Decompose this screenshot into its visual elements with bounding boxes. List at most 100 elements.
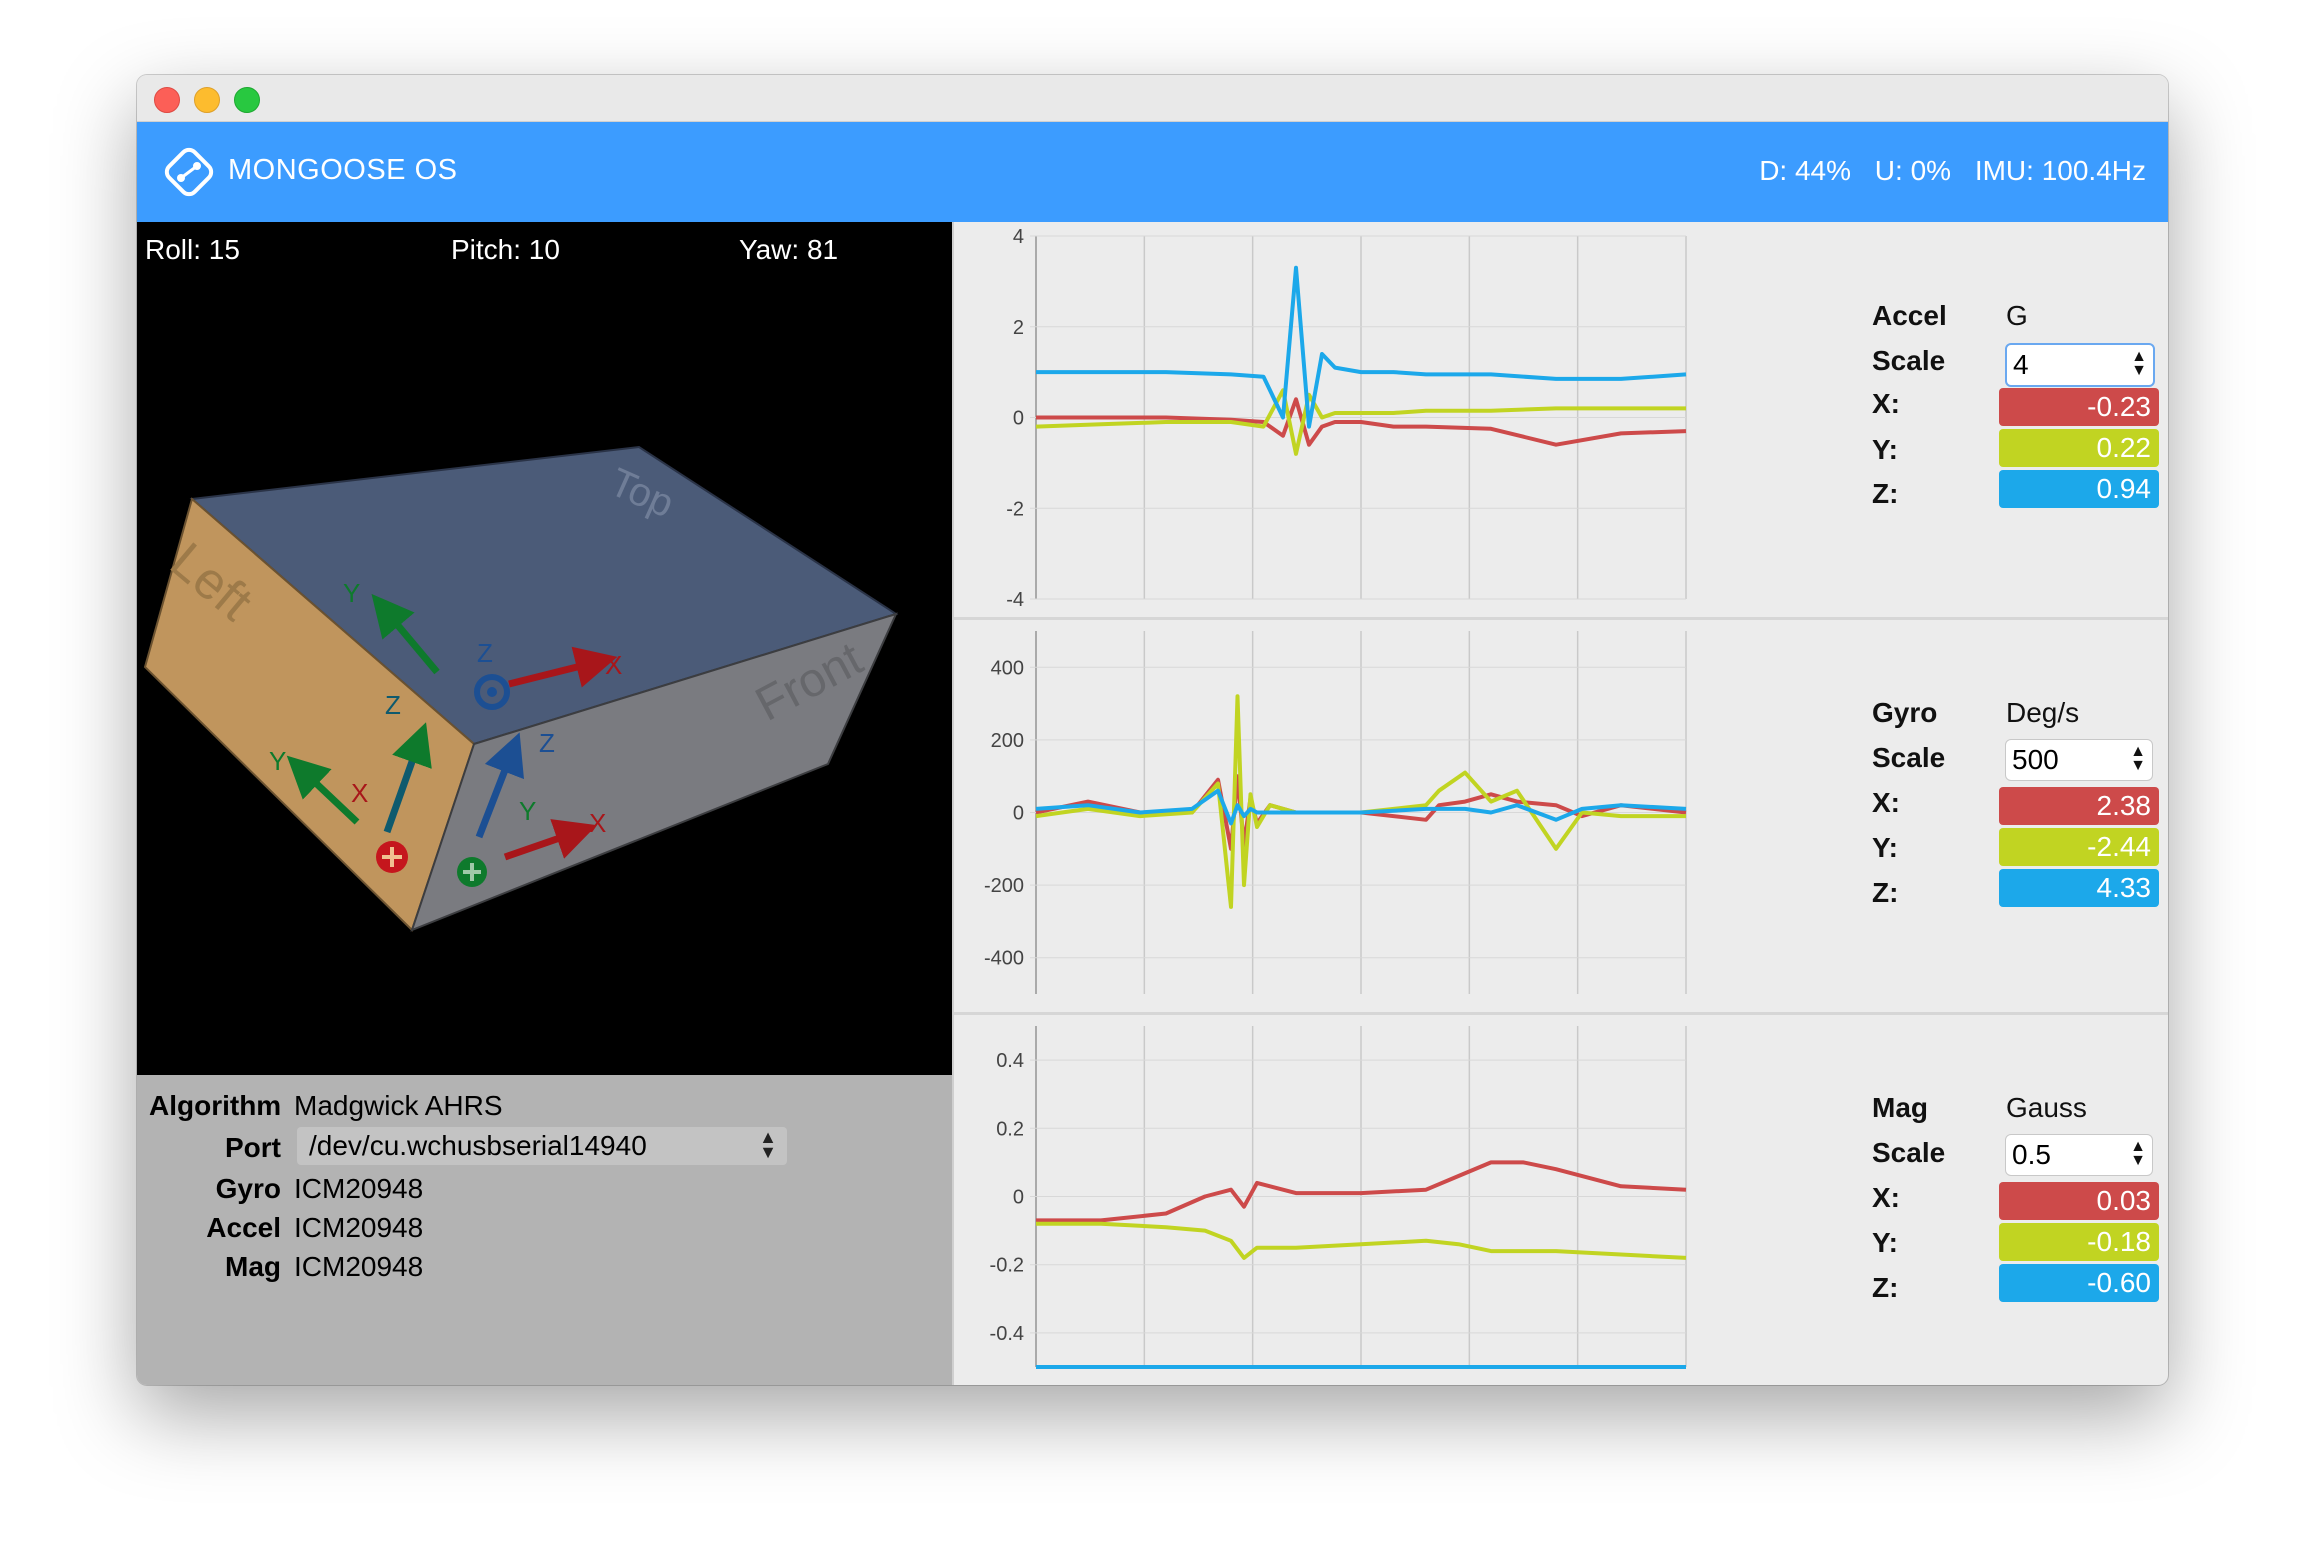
series-line-z xyxy=(1036,265,1687,429)
accel-label: Accel xyxy=(206,1212,281,1243)
pitch-readout: Pitch: 10 xyxy=(451,234,560,265)
y-tick-label: -2 xyxy=(1006,498,1024,520)
y-tick-label: -400 xyxy=(984,948,1024,970)
y-label: Y: xyxy=(1872,1227,1898,1258)
zoom-window-button[interactable] xyxy=(234,87,260,113)
upload-stat: U: 0% xyxy=(1874,155,1952,186)
orientation-pane: Roll: 15 Pitch: 10 Yaw: 81 Top Left Fron… xyxy=(137,222,952,1385)
accel-readout: Accel G Scale 4 ▲ ▼ X: -0.23 Y: 0.22 Z: 0… xyxy=(1866,222,2166,617)
port-select[interactable]: /dev/cu.wchusbserial14940 ▲ ▼ xyxy=(297,1127,787,1165)
y-tick-label: 0 xyxy=(1013,1187,1024,1209)
cube-front-face xyxy=(410,612,898,932)
scale-label: Scale xyxy=(1872,1137,1946,1168)
y-label: Y: xyxy=(1872,832,1898,863)
sensor-charts-pane: 4 2 0 -2 -4 Accel G Scale 4 ▲ ▼ X: -0.23 Y: 0… xyxy=(952,222,2168,1385)
gyro-y-value: -2.44 xyxy=(1999,828,2159,866)
mag-scale-select[interactable]: 0.5 ▲ ▼ xyxy=(2005,1134,2153,1176)
gyro-z-value: 4.33 xyxy=(1999,869,2159,907)
sensor-info-panel: Algorithm Madgwick AHRS Port /dev/cu.wch… xyxy=(137,1075,952,1385)
gyro-x-value: 2.38 xyxy=(1999,787,2159,825)
front-axis-z-label: Z xyxy=(539,728,555,758)
left-axis-y-label: Y xyxy=(269,746,286,776)
top-z-target-icon xyxy=(474,674,510,710)
mag-panel: 0.4 0.2 0 -0.2 -0.4 Mag Gauss Scale 0.5 ▲ ▼ X… xyxy=(954,1012,2168,1385)
minimize-window-button[interactable] xyxy=(194,87,220,113)
close-window-button[interactable] xyxy=(154,87,180,113)
y-tick-label: 400 xyxy=(991,657,1024,679)
algorithm-label: Algorithm xyxy=(149,1090,282,1121)
sensor-unit: Deg/s xyxy=(2006,697,2080,728)
accel-chart: 4 2 0 -2 -4 xyxy=(1006,226,1687,611)
accel-z-value: 0.94 xyxy=(1999,470,2159,508)
mag-chip-value: ICM20948 xyxy=(294,1251,424,1282)
accel-panel: 4 2 0 -2 -4 Accel G Scale 4 ▲ ▼ X: -0.23 Y: 0… xyxy=(954,222,2168,620)
series-line-z xyxy=(1035,788,1687,826)
mag-y-value: -0.18 xyxy=(1999,1223,2159,1261)
algorithm-value: Madgwick AHRS xyxy=(294,1090,503,1121)
mongoose-logo-icon xyxy=(164,147,214,197)
series-line-x xyxy=(1036,397,1687,447)
z-label: Z: xyxy=(1872,877,1899,908)
gyro-chart: 400 200 0 -200 -400 xyxy=(984,631,1687,994)
y-tick-label: -4 xyxy=(1006,589,1024,611)
gyro-panel: 400 200 0 -200 -400 Gyro Deg/s Scale 500 ▲ ▼ … xyxy=(954,617,2168,1015)
title-bar xyxy=(137,75,2168,122)
3d-orientation-view[interactable]: Roll: 15 Pitch: 10 Yaw: 81 Top Left Fron… xyxy=(137,222,952,1075)
y-tick-label: 0 xyxy=(1013,408,1024,430)
gyro-chip-value: ICM20948 xyxy=(294,1173,424,1204)
sensor-name: Accel xyxy=(1872,300,1947,331)
x-label: X: xyxy=(1872,787,1900,818)
accel-scale-select[interactable]: 4 ▲ ▼ xyxy=(2005,343,2155,387)
scale-value: 0.5 xyxy=(2012,1139,2051,1170)
accel-x-value: -0.23 xyxy=(1999,388,2159,426)
series-line-y xyxy=(1036,1221,1687,1260)
y-tick-label: -0.2 xyxy=(990,1255,1024,1277)
gyro-scale-select[interactable]: 500 ▲ ▼ xyxy=(2005,739,2153,781)
scale-value: 500 xyxy=(2012,744,2059,775)
top-axis-z-label: Z xyxy=(477,638,493,668)
y-tick-label: 200 xyxy=(991,730,1024,752)
y-tick-label: -200 xyxy=(984,875,1024,897)
front-axis-y-label: Y xyxy=(519,796,536,826)
sensor-name: Mag xyxy=(1872,1092,1928,1123)
sensor-name: Gyro xyxy=(1872,697,1938,728)
top-axis-x-label: X xyxy=(605,650,622,680)
z-label: Z: xyxy=(1872,478,1899,509)
gyro-readout: Gyro Deg/s Scale 500 ▲ ▼ X: 2.38 Y: -2.44… xyxy=(1866,617,2166,1012)
select-arrows-icon: ▲ ▼ xyxy=(2130,1138,2146,1169)
mag-chart: 0.4 0.2 0 -0.2 -0.4 xyxy=(990,1026,1687,1369)
y-tick-label: 2 xyxy=(1013,317,1024,339)
status-stats: D: 44% U: 0% IMU: 100.4Hz xyxy=(1743,155,2146,187)
device-cube: Top Left Front Y Z X Y X Z xyxy=(143,445,899,932)
mag-label: Mag xyxy=(225,1251,281,1282)
port-label: Port xyxy=(225,1132,281,1163)
sensor-unit: G xyxy=(2006,300,2028,331)
mag-readout: Mag Gauss Scale 0.5 ▲ ▼ X: 0.03 Y: -0.18 … xyxy=(1866,1012,2166,1385)
x-label: X: xyxy=(1872,1182,1900,1213)
select-arrows-icon: ▲ ▼ xyxy=(759,1127,777,1162)
y-tick-label: 0 xyxy=(1013,803,1024,825)
mag-z-value: -0.60 xyxy=(1999,1264,2159,1302)
app-header: MONGOOSE OS D: 44% U: 0% IMU: 100.4Hz xyxy=(137,122,2168,222)
y-label: Y: xyxy=(1872,434,1898,465)
y-tick-label: 0.2 xyxy=(996,1118,1024,1140)
select-arrows-icon: ▲ ▼ xyxy=(2130,743,2146,774)
sensor-unit: Gauss xyxy=(2006,1092,2087,1123)
accel-chip-value: ICM20948 xyxy=(294,1212,424,1243)
app-window: MONGOOSE OS D: 44% U: 0% IMU: 100.4Hz Ro… xyxy=(137,75,2168,1385)
mag-x-value: 0.03 xyxy=(1999,1182,2159,1220)
left-axis-x-label: X xyxy=(351,778,368,808)
gyro-label: Gyro xyxy=(215,1173,281,1204)
y-tick-label: 4 xyxy=(1013,226,1024,248)
accel-y-value: 0.22 xyxy=(1999,429,2159,467)
top-axis-y-label: Y xyxy=(343,578,360,608)
brand-name: MONGOOSE OS xyxy=(228,154,458,186)
front-axis-x-label: X xyxy=(589,808,606,838)
left-axis-z-label: Z xyxy=(385,690,401,720)
scale-label: Scale xyxy=(1872,742,1946,773)
yaw-readout: Yaw: 81 xyxy=(739,234,839,265)
series-line-y xyxy=(1035,388,1686,456)
scale-value: 4 xyxy=(2013,349,2029,380)
roll-readout: Roll: 15 xyxy=(145,234,240,265)
imu-rate-stat: IMU: 100.4Hz xyxy=(1974,155,2146,186)
